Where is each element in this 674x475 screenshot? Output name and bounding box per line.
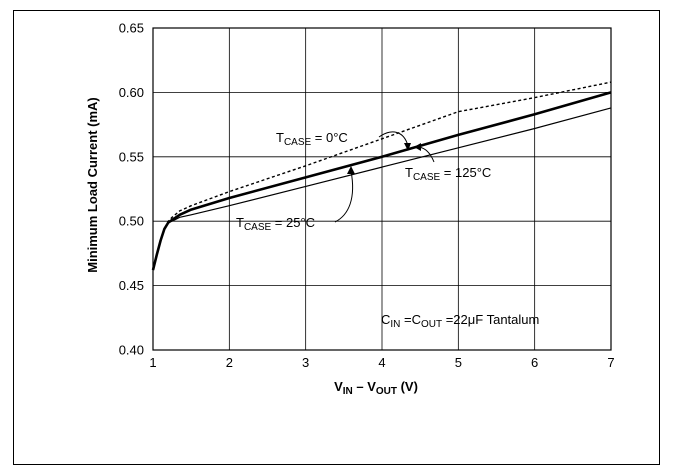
arrow-head-125c (414, 143, 421, 151)
series-label-125c: TCASE = 125°C (405, 165, 491, 183)
figure-frame (13, 10, 660, 465)
x-tick-label: 6 (531, 355, 538, 370)
y-tick-label: 0.60 (119, 85, 144, 100)
arrow-head-0c (404, 143, 411, 151)
x-tick-label: 7 (607, 355, 614, 370)
arrow-0c (378, 131, 409, 147)
y-tick-label: 0.50 (119, 214, 144, 229)
y-tick-label: 0.65 (119, 21, 144, 36)
y-tick-label: 0.40 (119, 343, 144, 358)
arrow-heads (347, 143, 421, 174)
arrow-25c (334, 170, 354, 223)
plot-area (152, 27, 612, 351)
series-line-thin (152, 107, 612, 271)
y-axis-label: Minimum Load Current (mA) (85, 97, 100, 273)
y-tick-label: 0.55 (119, 149, 144, 164)
arrow-head-25c (347, 166, 355, 174)
x-axis-label: VIN – VOUT (V) (334, 379, 418, 397)
x-tick-labels: 1 2 3 4 5 6 7 (149, 355, 614, 370)
series-group (151, 81, 612, 271)
series-line-dashed (152, 81, 612, 271)
x-tick-label: 3 (302, 355, 309, 370)
grid (152, 27, 612, 351)
series-label-0c: TCASE = 0°C (276, 130, 348, 148)
capacitor-annotation: CIN =COUT =22μF Tantalum (381, 312, 539, 330)
y-tick-label: 0.45 (119, 278, 144, 293)
x-tick-label: 5 (455, 355, 462, 370)
y-tick-labels: 0.40 0.45 0.50 0.55 0.60 0.65 (119, 21, 144, 358)
series-label-25c: TCASE = 25°C (236, 215, 315, 233)
x-tick-label: 4 (378, 355, 385, 370)
x-tick-label: 2 (226, 355, 233, 370)
x-tick-label: 1 (149, 355, 156, 370)
